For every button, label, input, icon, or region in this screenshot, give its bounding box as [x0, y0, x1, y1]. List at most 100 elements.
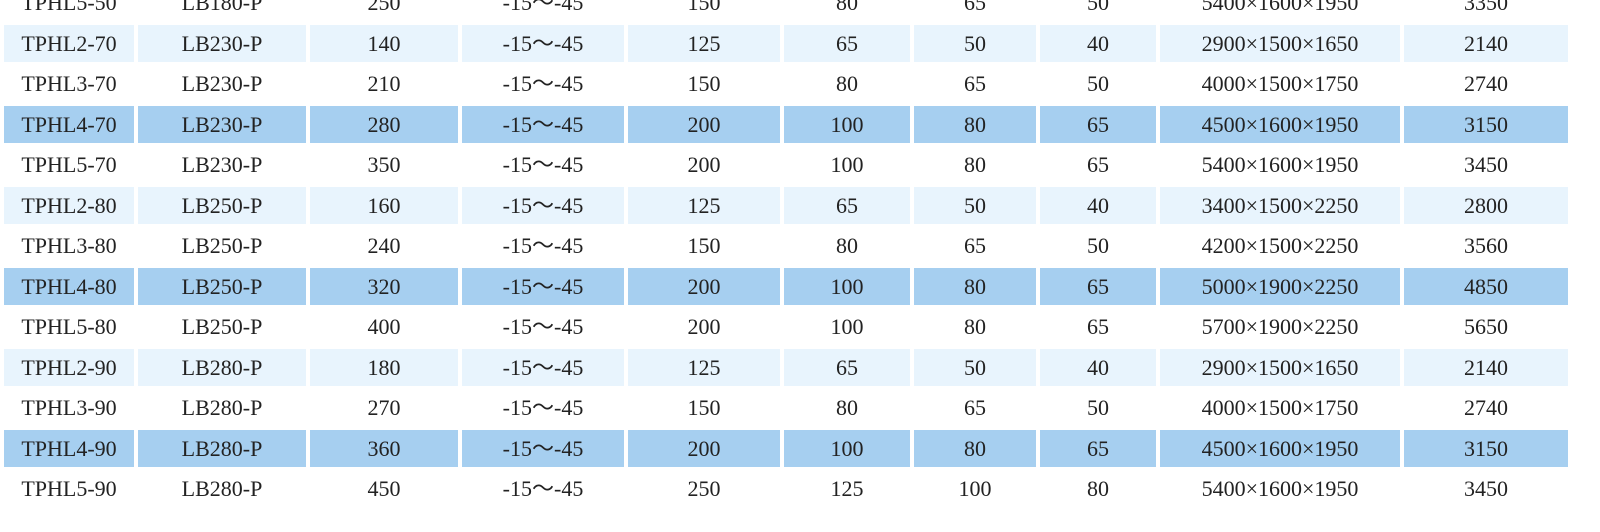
- table-cell: 5400×1600×1950: [1201, 476, 1359, 501]
- table-cell: 5000×1900×2250: [1160, 267, 1400, 305]
- table-cell: -15～-45: [502, 71, 584, 96]
- table-cell: 50: [914, 24, 1036, 62]
- table-cell: 50: [914, 348, 1036, 386]
- table-cell: -15～-45: [462, 105, 624, 143]
- table-cell: TPHL5-80: [21, 314, 117, 339]
- table-cell: 100: [830, 314, 864, 339]
- table-cell: TPHL5-70: [21, 152, 117, 177]
- table-cell: LB250-P: [138, 267, 306, 305]
- table-cell: LB250-P: [181, 233, 263, 258]
- table-cell: 80: [964, 314, 986, 339]
- table-cell: TPHL2-90: [4, 348, 134, 386]
- table-cell: 5400×1600×1950: [1201, 0, 1359, 15]
- table-cell: 3560: [1464, 233, 1508, 258]
- table-cell: 140: [310, 24, 458, 62]
- table-cell: 240: [367, 233, 401, 258]
- table-cell: LB280-P: [181, 395, 263, 420]
- table-cell: 400: [367, 314, 401, 339]
- table-cell: 125: [628, 348, 780, 386]
- table-cell: 360: [310, 429, 458, 467]
- table-cell: 65: [964, 395, 986, 420]
- table-cell: 180: [310, 348, 458, 386]
- table-cell: 80: [836, 395, 858, 420]
- table-cell: LB180-P: [181, 0, 263, 15]
- table-cell: -15～-45: [462, 429, 624, 467]
- table-cell: 200: [687, 314, 721, 339]
- table-cell: 65: [1040, 429, 1156, 467]
- table-cell: 65: [964, 71, 986, 96]
- table-cell: 4500×1600×1950: [1160, 105, 1400, 143]
- table-cell: 100: [958, 476, 992, 501]
- table-cell: LB230-P: [138, 24, 306, 62]
- table-cell: -15～-45: [462, 267, 624, 305]
- table-cell: TPHL4-90: [4, 429, 134, 467]
- table-cell: TPHL3-70: [21, 71, 117, 96]
- table-cell: LB250-P: [138, 186, 306, 224]
- table-cell: 65: [1040, 105, 1156, 143]
- table-cell: 160: [310, 186, 458, 224]
- table-cell: 80: [964, 152, 986, 177]
- table-cell: 80: [914, 429, 1036, 467]
- table-cell: 65: [784, 348, 910, 386]
- table-cell: 2740: [1464, 395, 1508, 420]
- table-cell: 3450: [1464, 152, 1508, 177]
- table-cell: 80: [836, 71, 858, 96]
- table-cell: 65: [964, 0, 986, 15]
- table-cell: 2800: [1404, 186, 1568, 224]
- table-cell: LB280-P: [181, 476, 263, 501]
- table-cell: 200: [628, 267, 780, 305]
- table-cell: TPHL4-80: [4, 267, 134, 305]
- table-cell: -15～-45: [502, 395, 584, 420]
- table-cell: 125: [628, 24, 780, 62]
- table-cell: 200: [687, 152, 721, 177]
- table-cell: 40: [1040, 24, 1156, 62]
- table-cell: TPHL2-70: [4, 24, 134, 62]
- table-cell: 320: [310, 267, 458, 305]
- table-cell: 450: [367, 476, 401, 501]
- table-cell: 200: [628, 429, 780, 467]
- table-cell: 40: [1040, 348, 1156, 386]
- table-cell: 3150: [1404, 429, 1568, 467]
- table-cell: 50: [1087, 0, 1109, 15]
- table-cell: LB280-P: [138, 429, 306, 467]
- table-cell: 250: [687, 476, 721, 501]
- table-cell: 5700×1900×2250: [1201, 314, 1359, 339]
- table-cell: 2140: [1404, 24, 1568, 62]
- table-cell: 4500×1600×1950: [1160, 429, 1400, 467]
- table-cell: TPHL3-80: [21, 233, 117, 258]
- table-cell: 125: [628, 186, 780, 224]
- table-cell: 270: [367, 395, 401, 420]
- table-cell: 50: [1087, 71, 1109, 96]
- table-cell: TPHL3-90: [21, 395, 117, 420]
- table-cell: LB250-P: [181, 314, 263, 339]
- table-cell: 4850: [1404, 267, 1568, 305]
- table-cell: -15～-45: [462, 24, 624, 62]
- table-cell: 80: [836, 0, 858, 15]
- table-cell: LB230-P: [181, 71, 263, 96]
- table-cell: 3350: [1464, 0, 1508, 15]
- table-cell: 4200×1500×2250: [1201, 233, 1359, 258]
- table-cell: 100: [830, 152, 864, 177]
- table-cell: 3400×1500×2250: [1160, 186, 1400, 224]
- table-cell: 65: [964, 233, 986, 258]
- table-cell: 65: [1087, 314, 1109, 339]
- table-cell: 65: [784, 186, 910, 224]
- table-cell: 100: [784, 105, 910, 143]
- table-cell: 80: [914, 267, 1036, 305]
- table-cell: 100: [784, 429, 910, 467]
- table-cell: 150: [687, 233, 721, 258]
- table-cell: TPHL5-90: [21, 476, 117, 501]
- table-cell: 2900×1500×1650: [1160, 24, 1400, 62]
- table-cell: 200: [628, 105, 780, 143]
- table-cell: 210: [367, 71, 401, 96]
- table-cell: TPHL5-50: [21, 0, 117, 15]
- table-cell: 2740: [1464, 71, 1508, 96]
- table-cell: TPHL2-80: [4, 186, 134, 224]
- table-cell: LB230-P: [138, 105, 306, 143]
- table-cell: 80: [914, 105, 1036, 143]
- table-cell: 2140: [1404, 348, 1568, 386]
- table-cell: 40: [1040, 186, 1156, 224]
- table-cell: 65: [784, 24, 910, 62]
- table-cell: -15～-45: [502, 233, 584, 258]
